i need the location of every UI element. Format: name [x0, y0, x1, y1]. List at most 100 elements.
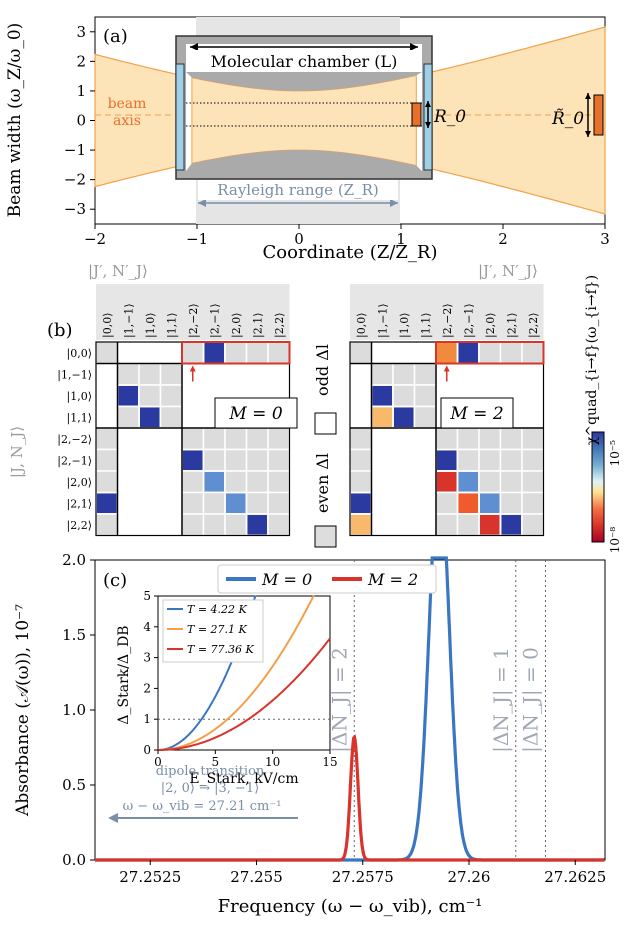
rayleigh-label-bg: [198, 180, 398, 200]
col-state-label: |2,1⟩: [505, 313, 519, 339]
matrix-value-cell: [480, 493, 500, 513]
inset-series-line: [158, 594, 315, 751]
inset-ytick-label: 2: [143, 681, 151, 695]
col-header-bg: [96, 284, 290, 340]
inset-xtick-label: 5: [212, 755, 220, 769]
matrix-cell: [521, 341, 545, 365]
panel-a-xlabel: Coordinate (Z/Z_R): [263, 242, 438, 263]
matrix-cell: [138, 448, 162, 472]
matrix-cell: [159, 491, 183, 515]
matrix-cell: [138, 513, 162, 537]
matrix-cell: [392, 427, 416, 451]
beam-axis-label-2: axis: [113, 113, 141, 129]
a-xtick-label: −2: [84, 230, 106, 248]
left-window: [175, 63, 185, 171]
matrix-value-cell: [480, 515, 500, 535]
matrix-cell: [413, 427, 437, 451]
matrix-cell: [499, 427, 523, 451]
r0-arrowheads: [425, 101, 431, 128]
matrix-cell: [224, 470, 248, 494]
inset-plot: 0 5 10 15 0 1 2 3 4 5: [143, 589, 337, 769]
inset-ytick-label: 5: [143, 589, 151, 603]
matrix-cell: [392, 384, 416, 408]
legend-even-swatch: [314, 525, 337, 548]
matrix-cell: [456, 448, 480, 472]
dipole-label-2: |2, 0⟩ → |3, −1⟩: [161, 781, 260, 796]
c-ytick-label: 1.0: [62, 701, 86, 719]
matrix-value-cell: [437, 472, 457, 492]
matrix-value-cell: [501, 515, 521, 535]
m0-label-box: [214, 397, 298, 429]
matrix-cell: [202, 491, 226, 515]
inset-legend-3: T = 77.36 K: [187, 643, 255, 656]
col-state-label: |1,1⟩: [419, 313, 433, 339]
col-state-label: |1,1⟩: [165, 313, 179, 339]
matrix-cell: [435, 513, 459, 537]
matrix-cell: [95, 405, 119, 429]
row-state-label: |0,0⟩: [67, 347, 93, 361]
row-state-label: |2,0⟩: [67, 476, 93, 490]
matrix-cell: [245, 470, 269, 494]
matrix-cell: [267, 362, 291, 386]
legend-m0-label: M = 0: [261, 570, 312, 589]
matrix-cell: [349, 470, 373, 494]
matrix-cell: [116, 427, 140, 451]
matrix-cell: [349, 405, 373, 429]
series-line: [95, 734, 605, 862]
matrix-cell: [95, 470, 119, 494]
matrix-value-cell: [372, 386, 392, 406]
matrix-cell: [456, 427, 480, 451]
highlight-arrowhead: [189, 365, 196, 372]
matrix-cell: [499, 362, 523, 386]
matrix-cell: [349, 427, 373, 451]
col-state-label: |1,−1⟩: [376, 303, 390, 338]
matrix-cell: [499, 470, 523, 494]
a-ytick-label: −1: [64, 141, 86, 159]
matrix-value-cell: [437, 450, 457, 470]
matrix-cell: [245, 362, 269, 386]
col-state-label: |2,0⟩: [230, 313, 244, 339]
legend-even-label: even Δl: [313, 453, 332, 513]
matrix-cell: [267, 448, 291, 472]
matrix-cell: [370, 427, 394, 451]
matrix-cell: [95, 513, 119, 537]
col-state-label: |1,0⟩: [144, 313, 158, 339]
matrix-cell: [159, 405, 183, 429]
matrix-cell: [413, 341, 437, 365]
row-state-label: |1,1⟩: [67, 411, 93, 425]
chamber-gray-top: [186, 72, 422, 91]
col-state-label: |2,−1⟩: [208, 303, 222, 338]
matrix-value-cell: [437, 343, 457, 363]
matrix-value-cell: [204, 343, 224, 363]
panel-c-curves: [95, 556, 605, 862]
matrix-cell: [181, 491, 205, 515]
matrix-cell: [413, 470, 437, 494]
inset-xtick-label: 10: [265, 755, 280, 769]
transition-label: |ΔN_J| = 0: [519, 647, 544, 753]
matrix-cell: [138, 427, 162, 451]
a-xtick-label: 0: [294, 230, 304, 248]
matrix-value-cell: [226, 493, 246, 513]
matrix-cell: [478, 448, 502, 472]
highlight-row: [435, 341, 545, 365]
c-ytick-label: 0.5: [62, 776, 86, 794]
inset-xtick-label: 15: [322, 755, 337, 769]
matrix-cell: [521, 491, 545, 515]
matrix-cell: [159, 341, 183, 365]
aperture-r0: [411, 102, 422, 127]
dipole-label-1: dipole transition: [156, 764, 265, 779]
matrix-value-cell: [458, 493, 478, 513]
beam-axis-label-1: beam: [108, 96, 147, 112]
matrix-cell: [521, 448, 545, 472]
panel-c: |ΔN_J| = 2 |ΔN_J| = 1 |ΔN_J| = 0 27.2525 27…: [13, 551, 606, 917]
inset-ytick-label: 4: [143, 620, 151, 634]
matrix-cell: [499, 448, 523, 472]
matrix-value-cell: [394, 407, 414, 427]
matrix-cell: [138, 491, 162, 515]
matrix-cell: [95, 427, 119, 451]
inset-legend-2: T = 27.1 K: [187, 623, 248, 636]
matrix-cell: [267, 513, 291, 537]
matrix-cell: [224, 362, 248, 386]
row-state-label: |2,1⟩: [67, 497, 93, 511]
panel-c-xlabel: Frequency (ω − ω_vib), cm⁻¹: [218, 896, 483, 917]
